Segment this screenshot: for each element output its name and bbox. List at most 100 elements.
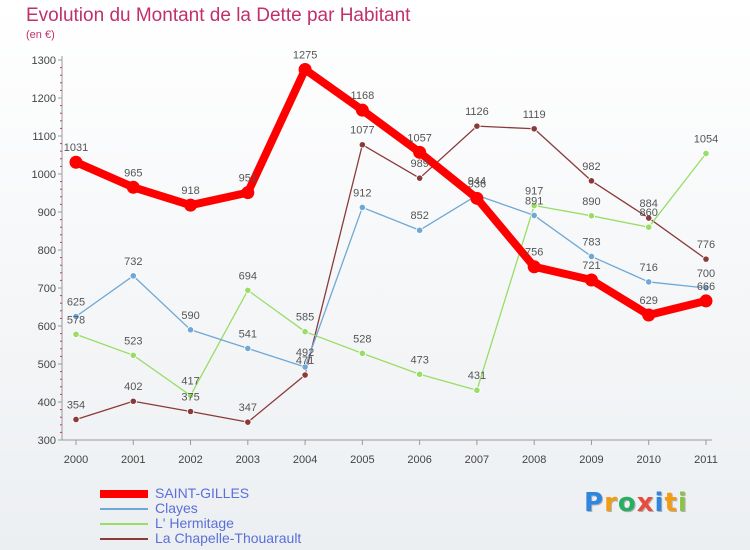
data-label-3: 1119: [523, 109, 546, 121]
data-point-2: [72, 330, 80, 338]
data-label-1: 541: [239, 328, 257, 340]
data-label-1: 590: [181, 310, 199, 322]
data-label-1: 891: [525, 195, 543, 207]
data-label-0: 1057: [407, 132, 431, 144]
data-point-1: [358, 203, 366, 212]
data-point-1: [129, 272, 137, 280]
data-point-2: [244, 286, 252, 294]
y-tick-label: 1200: [32, 93, 56, 105]
data-point-1: [530, 211, 538, 220]
data-label-1: 732: [124, 256, 142, 268]
series-line-1: [75, 194, 707, 368]
data-label-2: 417: [181, 376, 199, 388]
data-point-1: [587, 252, 596, 261]
data-point-1: [702, 284, 710, 292]
data-point-2: [587, 212, 596, 220]
data-point-0: [126, 180, 140, 194]
data-label-0: 936: [468, 178, 486, 190]
logo-letter: i: [677, 488, 688, 518]
chart-title: Evolution du Montant de la Dette par Hab…: [26, 5, 411, 26]
data-point-0: [69, 155, 83, 169]
data-label-3: 884: [640, 198, 658, 210]
x-tick-label: 2000: [64, 454, 88, 466]
data-label-1: 912: [353, 187, 371, 199]
data-label-2: 694: [239, 270, 257, 282]
data-label-1: 625: [67, 297, 85, 309]
data-point-1: [645, 278, 653, 286]
data-point-1: [186, 326, 195, 334]
data-label-2: 578: [67, 314, 85, 326]
data-label-0: 629: [640, 295, 658, 307]
legend-label: SAINT-GILLES: [155, 485, 250, 501]
legend-swatch: [100, 523, 148, 525]
data-point-1: [416, 226, 424, 234]
data-label-3: 776: [697, 239, 715, 251]
data-label-1: 944: [468, 175, 486, 187]
data-point-2: [530, 201, 538, 210]
y-tick-label: 600: [38, 321, 56, 333]
data-point-2: [186, 391, 195, 400]
data-point-0: [584, 273, 598, 287]
data-label-2: 1054: [694, 133, 718, 145]
data-label-1: 700: [697, 268, 715, 280]
data-point-2: [358, 349, 366, 357]
data-point-3: [301, 371, 309, 379]
data-point-0: [470, 191, 484, 205]
logo-letter: o: [617, 488, 637, 518]
data-point-0: [699, 294, 713, 308]
logo-letter: r: [604, 488, 618, 518]
x-tick-label: 2009: [579, 454, 603, 466]
data-point-0: [355, 103, 369, 117]
data-point-3: [129, 397, 137, 405]
logo-letter: t: [664, 488, 678, 518]
data-label-0: 965: [124, 167, 142, 179]
data-label-3: 347: [239, 402, 257, 414]
chart-unit-label: (en €): [26, 29, 55, 41]
y-tick-label: 1100: [32, 131, 56, 143]
data-label-0: 918: [181, 185, 199, 197]
data-point-3: [416, 174, 424, 182]
data-label-1: 716: [640, 262, 658, 274]
legend-swatch: [100, 508, 148, 510]
series-line-3: [75, 125, 707, 423]
data-point-0: [642, 308, 656, 322]
y-tick-label: 800: [38, 245, 56, 257]
data-label-0: 951: [239, 173, 257, 185]
data-label-2: 860: [640, 207, 658, 219]
data-label-0: 1031: [64, 142, 88, 154]
data-label-3: 982: [582, 161, 600, 173]
data-point-0: [184, 198, 198, 212]
data-label-0: 1275: [293, 50, 317, 62]
data-point-3: [530, 125, 538, 133]
data-point-1: [301, 363, 309, 371]
x-tick-label: 2008: [522, 454, 546, 466]
x-tick-label: 2007: [465, 454, 489, 466]
data-point-2: [301, 328, 309, 336]
data-point-0: [527, 260, 541, 274]
data-label-1: 852: [410, 210, 428, 222]
series-line-0: [72, 65, 710, 319]
data-label-3: 471: [296, 355, 314, 367]
legend-label: La Chapelle-Thouarault: [155, 530, 302, 546]
logo-letter: i: [654, 488, 665, 518]
data-label-2: 585: [296, 312, 314, 324]
data-label-2: 473: [410, 354, 428, 366]
legend-swatch: [100, 538, 148, 540]
data-label-2: 528: [353, 333, 371, 345]
legend-swatch: [100, 490, 148, 498]
y-tick-label: 700: [38, 283, 56, 295]
data-point-3: [473, 122, 481, 130]
data-label-3: 1126: [465, 106, 489, 118]
data-label-0: 721: [582, 260, 600, 272]
y-tick-label: 300: [38, 435, 56, 447]
data-label-3: 402: [124, 381, 142, 393]
legend-label: L' Hermitage: [155, 515, 234, 531]
x-tick-label: 2002: [178, 454, 202, 466]
x-tick-label: 2005: [350, 454, 374, 466]
data-point-2: [416, 370, 424, 378]
data-label-2: 431: [468, 370, 486, 382]
data-point-0: [298, 63, 312, 76]
data-label-2: 523: [124, 335, 142, 347]
data-point-3: [645, 214, 653, 222]
